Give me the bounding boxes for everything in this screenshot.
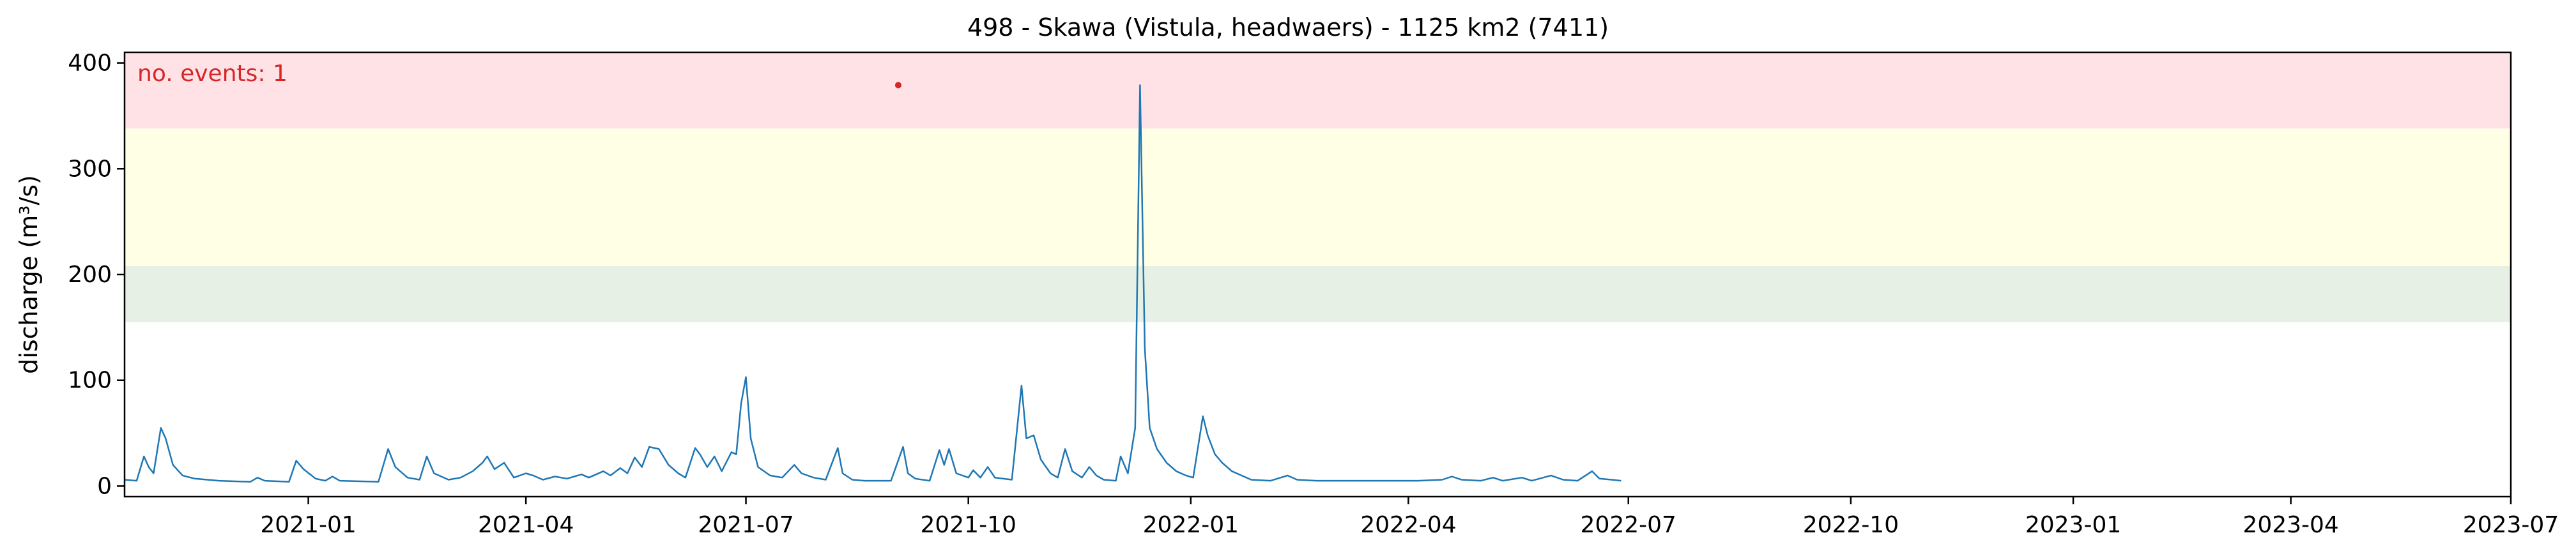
x-tick-label-2021-07: 2021-07 [698, 512, 793, 538]
y-tick-label-200: 200 [68, 262, 112, 288]
event-marker-1 [894, 82, 901, 89]
threshold-band-1 [125, 266, 2511, 322]
y-tick-label-300: 300 [68, 156, 112, 182]
x-tick-label-2021-01: 2021-01 [260, 512, 356, 538]
x-tick-label-2023-07: 2023-07 [2463, 512, 2559, 538]
discharge-series-line [124, 84, 1621, 483]
y-axis-ticks: 0 100 200 300 400 [68, 50, 125, 499]
series-lines [124, 84, 1621, 483]
x-tick-label-2021-10: 2021-10 [920, 512, 1016, 538]
y-axis-label: discharge (m³/s) [15, 175, 43, 374]
x-tick-label-2022-07: 2022-07 [1581, 512, 1676, 538]
chart-title: 498 - Skawa (Vistula, headwaers) - 1125 … [967, 13, 1609, 41]
x-tick-label-2022-01: 2022-01 [1143, 512, 1239, 538]
x-axis-ticks: 2021-01 2021-04 2021-07 2021-10 2022-01 2022-… [260, 497, 2559, 538]
threshold-band-2 [125, 128, 2511, 266]
y-tick-label-100: 100 [68, 368, 112, 394]
threshold-band-3 [125, 52, 2511, 129]
threshold-bands [125, 52, 2511, 322]
x-tick-label-2022-10: 2022-10 [1803, 512, 1899, 538]
x-tick-label-2023-04: 2023-04 [2242, 512, 2338, 538]
events-count-annotation: no. events: 1 [137, 61, 288, 87]
x-tick-label-2023-01: 2023-01 [2025, 512, 2121, 538]
event-markers [894, 82, 901, 89]
x-tick-label-2022-04: 2022-04 [1360, 512, 1456, 538]
y-tick-label-0: 0 [97, 473, 112, 499]
y-tick-label-400: 400 [68, 50, 112, 77]
x-tick-label-2021-04: 2021-04 [478, 512, 574, 538]
